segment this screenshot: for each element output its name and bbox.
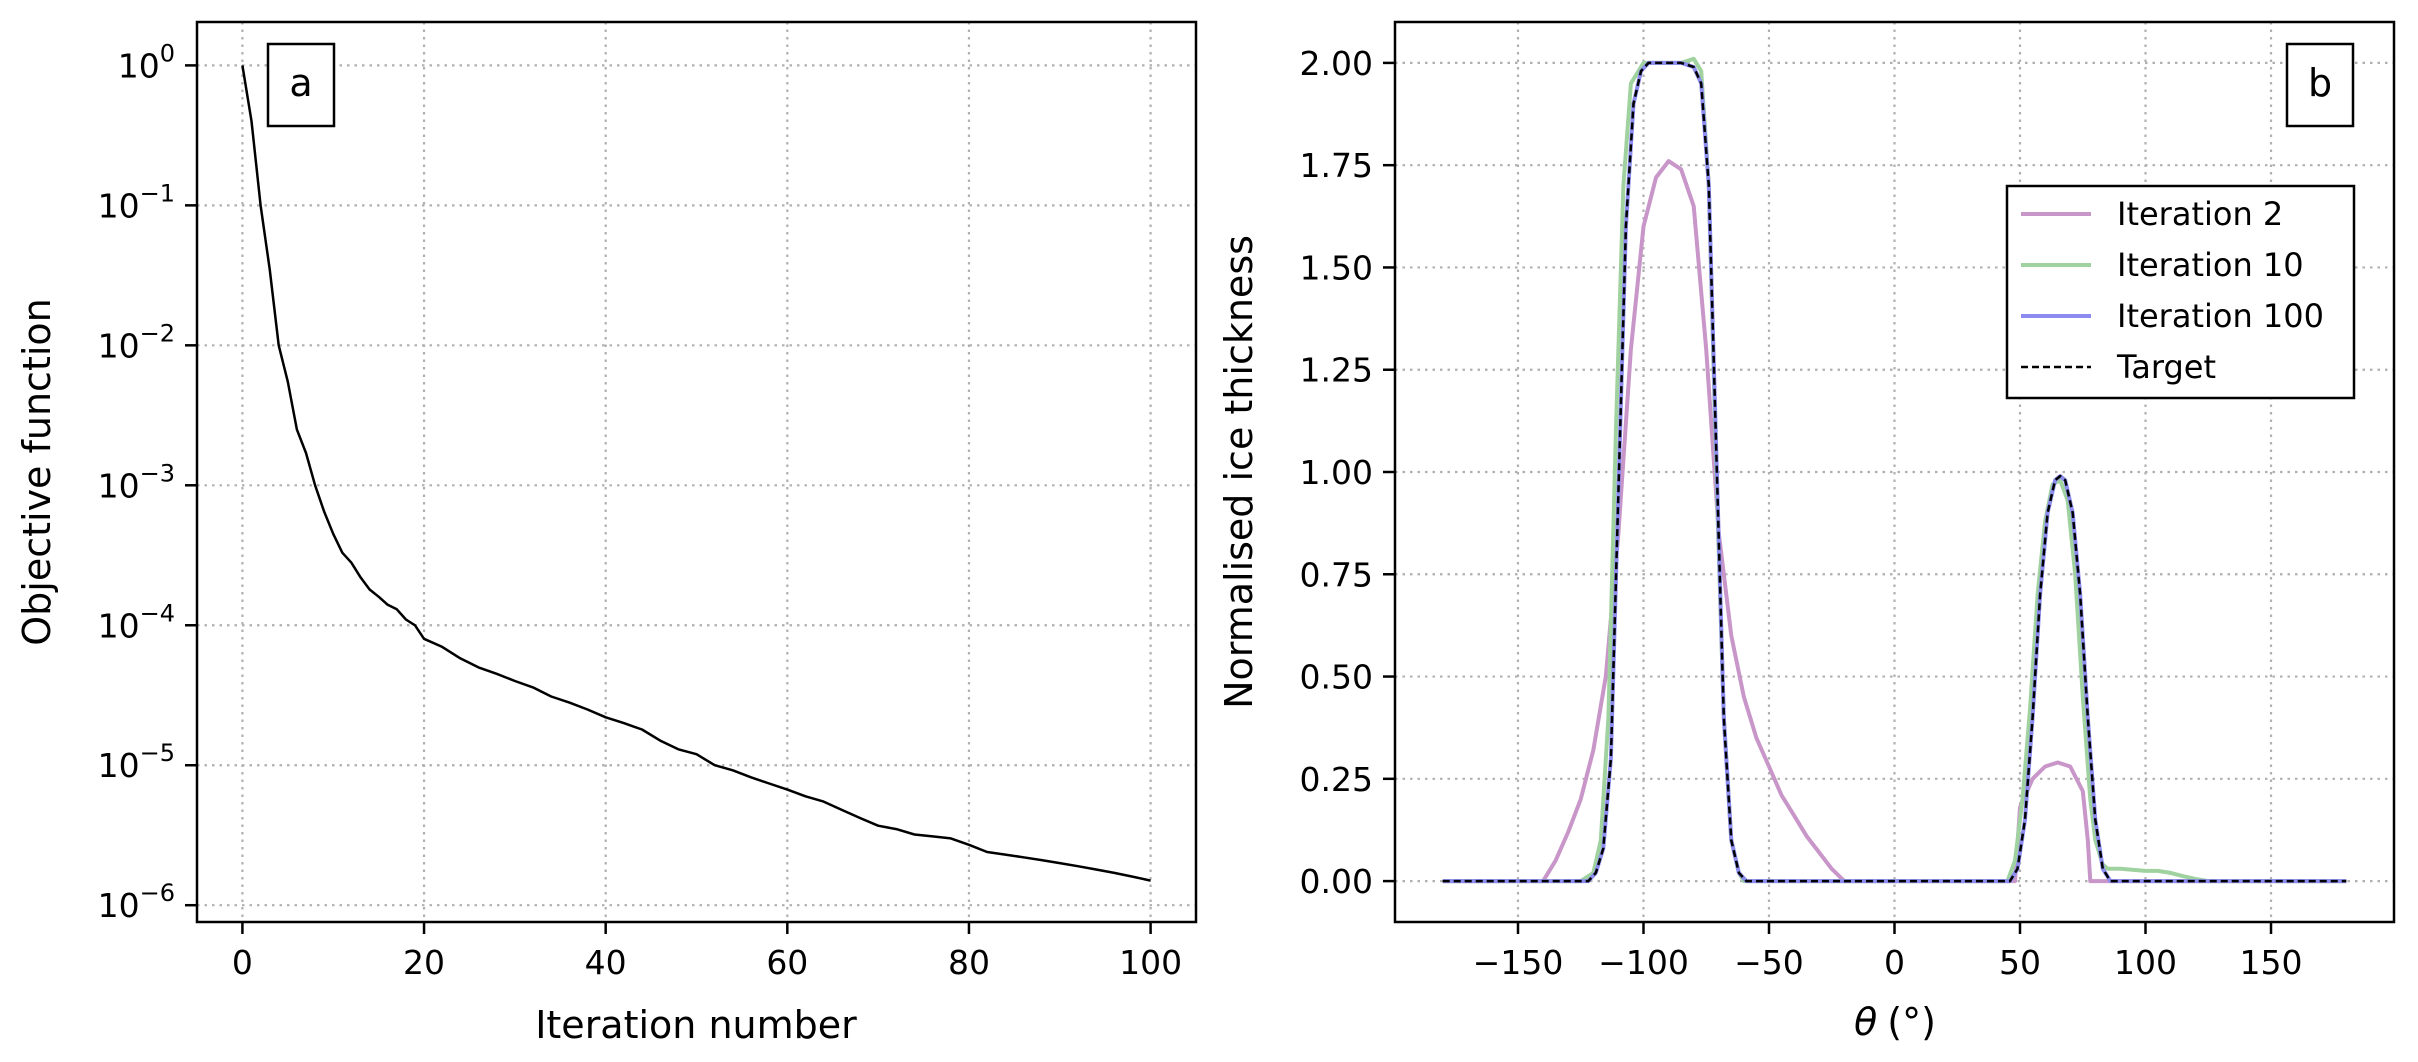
panel-a-y-tick-label: 10−6: [98, 879, 175, 925]
legend-entry-label: Iteration 2: [2117, 195, 2283, 233]
panel-a-x-tick-label: 0: [232, 943, 253, 982]
panel-a-x-tick-label: 60: [766, 943, 808, 982]
panel-b-label-box: b: [2285, 42, 2355, 128]
panel-b-y-tick-label: 1.00: [1300, 453, 1373, 492]
panel-b-y-tick-label: 0.50: [1300, 658, 1373, 697]
series-line-iteration-2: [1442, 159, 2347, 884]
panel-a-label: a: [289, 61, 312, 105]
panel-b-x-tick-label: 150: [2240, 943, 2303, 982]
panel-b-ice-thickness: −150 −100 −50 0 50 100 150 0.00 0.25 0.50 0.75 1.00…: [1217, 20, 2396, 1044]
panel-b-label: b: [2308, 61, 2332, 105]
panel-a-x-tick-label: 20: [403, 943, 445, 982]
series-line-iteration-10: [1442, 56, 2347, 884]
panel-a-y-tick-label: 10−3: [98, 459, 175, 505]
panel-b-x-tick-label: −150: [1473, 943, 1564, 982]
panel-b-x-tick-label: 100: [2114, 943, 2177, 982]
panel-a-y-tick-label: 10−4: [98, 599, 175, 645]
panel-a-series: [241, 65, 1151, 882]
panel-b-y-tick-label: 2.00: [1300, 44, 1373, 83]
panel-b-x-tick-label: 50: [1999, 943, 2041, 982]
panel-a-y-tick-label: 10−2: [98, 319, 175, 365]
legend-frame: [2005, 184, 2356, 400]
panel-b-series: [1442, 56, 2347, 884]
legend-entry-label: Iteration 10: [2117, 246, 2304, 284]
panel-b-y-axis-label: Normalised ice thickness: [1217, 235, 1261, 709]
series-line-target: [1442, 61, 2347, 883]
panel-b-x-axis-label: θ (°): [1854, 1000, 1936, 1044]
panel-a-objective-function: 0 20 40 60 80 10010010−110−210−310−410−510−6 …: [15, 20, 1198, 1047]
panel-a-x-tick-label: 100: [1119, 943, 1182, 982]
panel-b-x-tick-label: −50: [1734, 943, 1804, 982]
panel-a-x-tick-label: 80: [948, 943, 990, 982]
panel-b-x-tick-label: −100: [1598, 943, 1689, 982]
legend-entry-label: Iteration 100: [2117, 297, 2324, 335]
panel-a-frame: [195, 20, 1198, 924]
objective-function-line: [241, 65, 1151, 882]
panel-a-ticks: 0 20 40 60 80 100 100 10−1 10−2 10−3 10−4 10−5 10−6: [98, 39, 1182, 982]
panel-b-ticks: −150 −100 −50 0 50 100 150 0.00 0.25 0.50 0.75 1.00…: [1300, 44, 2303, 982]
panel-a-y-tick-label: 100: [118, 39, 175, 85]
panel-b-y-tick-label: 0.75: [1300, 555, 1373, 594]
panel-a-y-tick-label: 10−5: [98, 739, 175, 785]
panel-b-legend: Iteration 2 Iteration 10 Iteration 100 Targ…: [2005, 184, 2356, 400]
panel-b-y-tick-label: 0.25: [1300, 760, 1373, 799]
panel-b-y-tick-label: 1.25: [1300, 351, 1373, 390]
panel-a-x-tick-label: 40: [585, 943, 627, 982]
panel-a-grid: [197, 22, 1196, 922]
legend-entry-label: Target: [2116, 348, 2216, 386]
panel-a-y-axis-label: Objective function: [15, 298, 59, 646]
x-axis-symbol: θ: [1854, 1000, 1877, 1044]
panel-b-y-tick-label: 1.75: [1300, 146, 1373, 185]
panel-a-y-tick-label: 10−1: [98, 179, 175, 225]
panel-b-x-tick-label: 0: [1884, 943, 1905, 982]
x-axis-unit: (°): [1887, 1000, 1936, 1044]
panel-b-frame: [1393, 20, 2396, 924]
panel-b-y-tick-label: 0.00: [1300, 862, 1373, 901]
panel-a-label-box: a: [266, 42, 336, 128]
panel-b-y-tick-label: 1.50: [1300, 248, 1373, 287]
panel-a-x-axis-label: Iteration number: [535, 1003, 857, 1047]
